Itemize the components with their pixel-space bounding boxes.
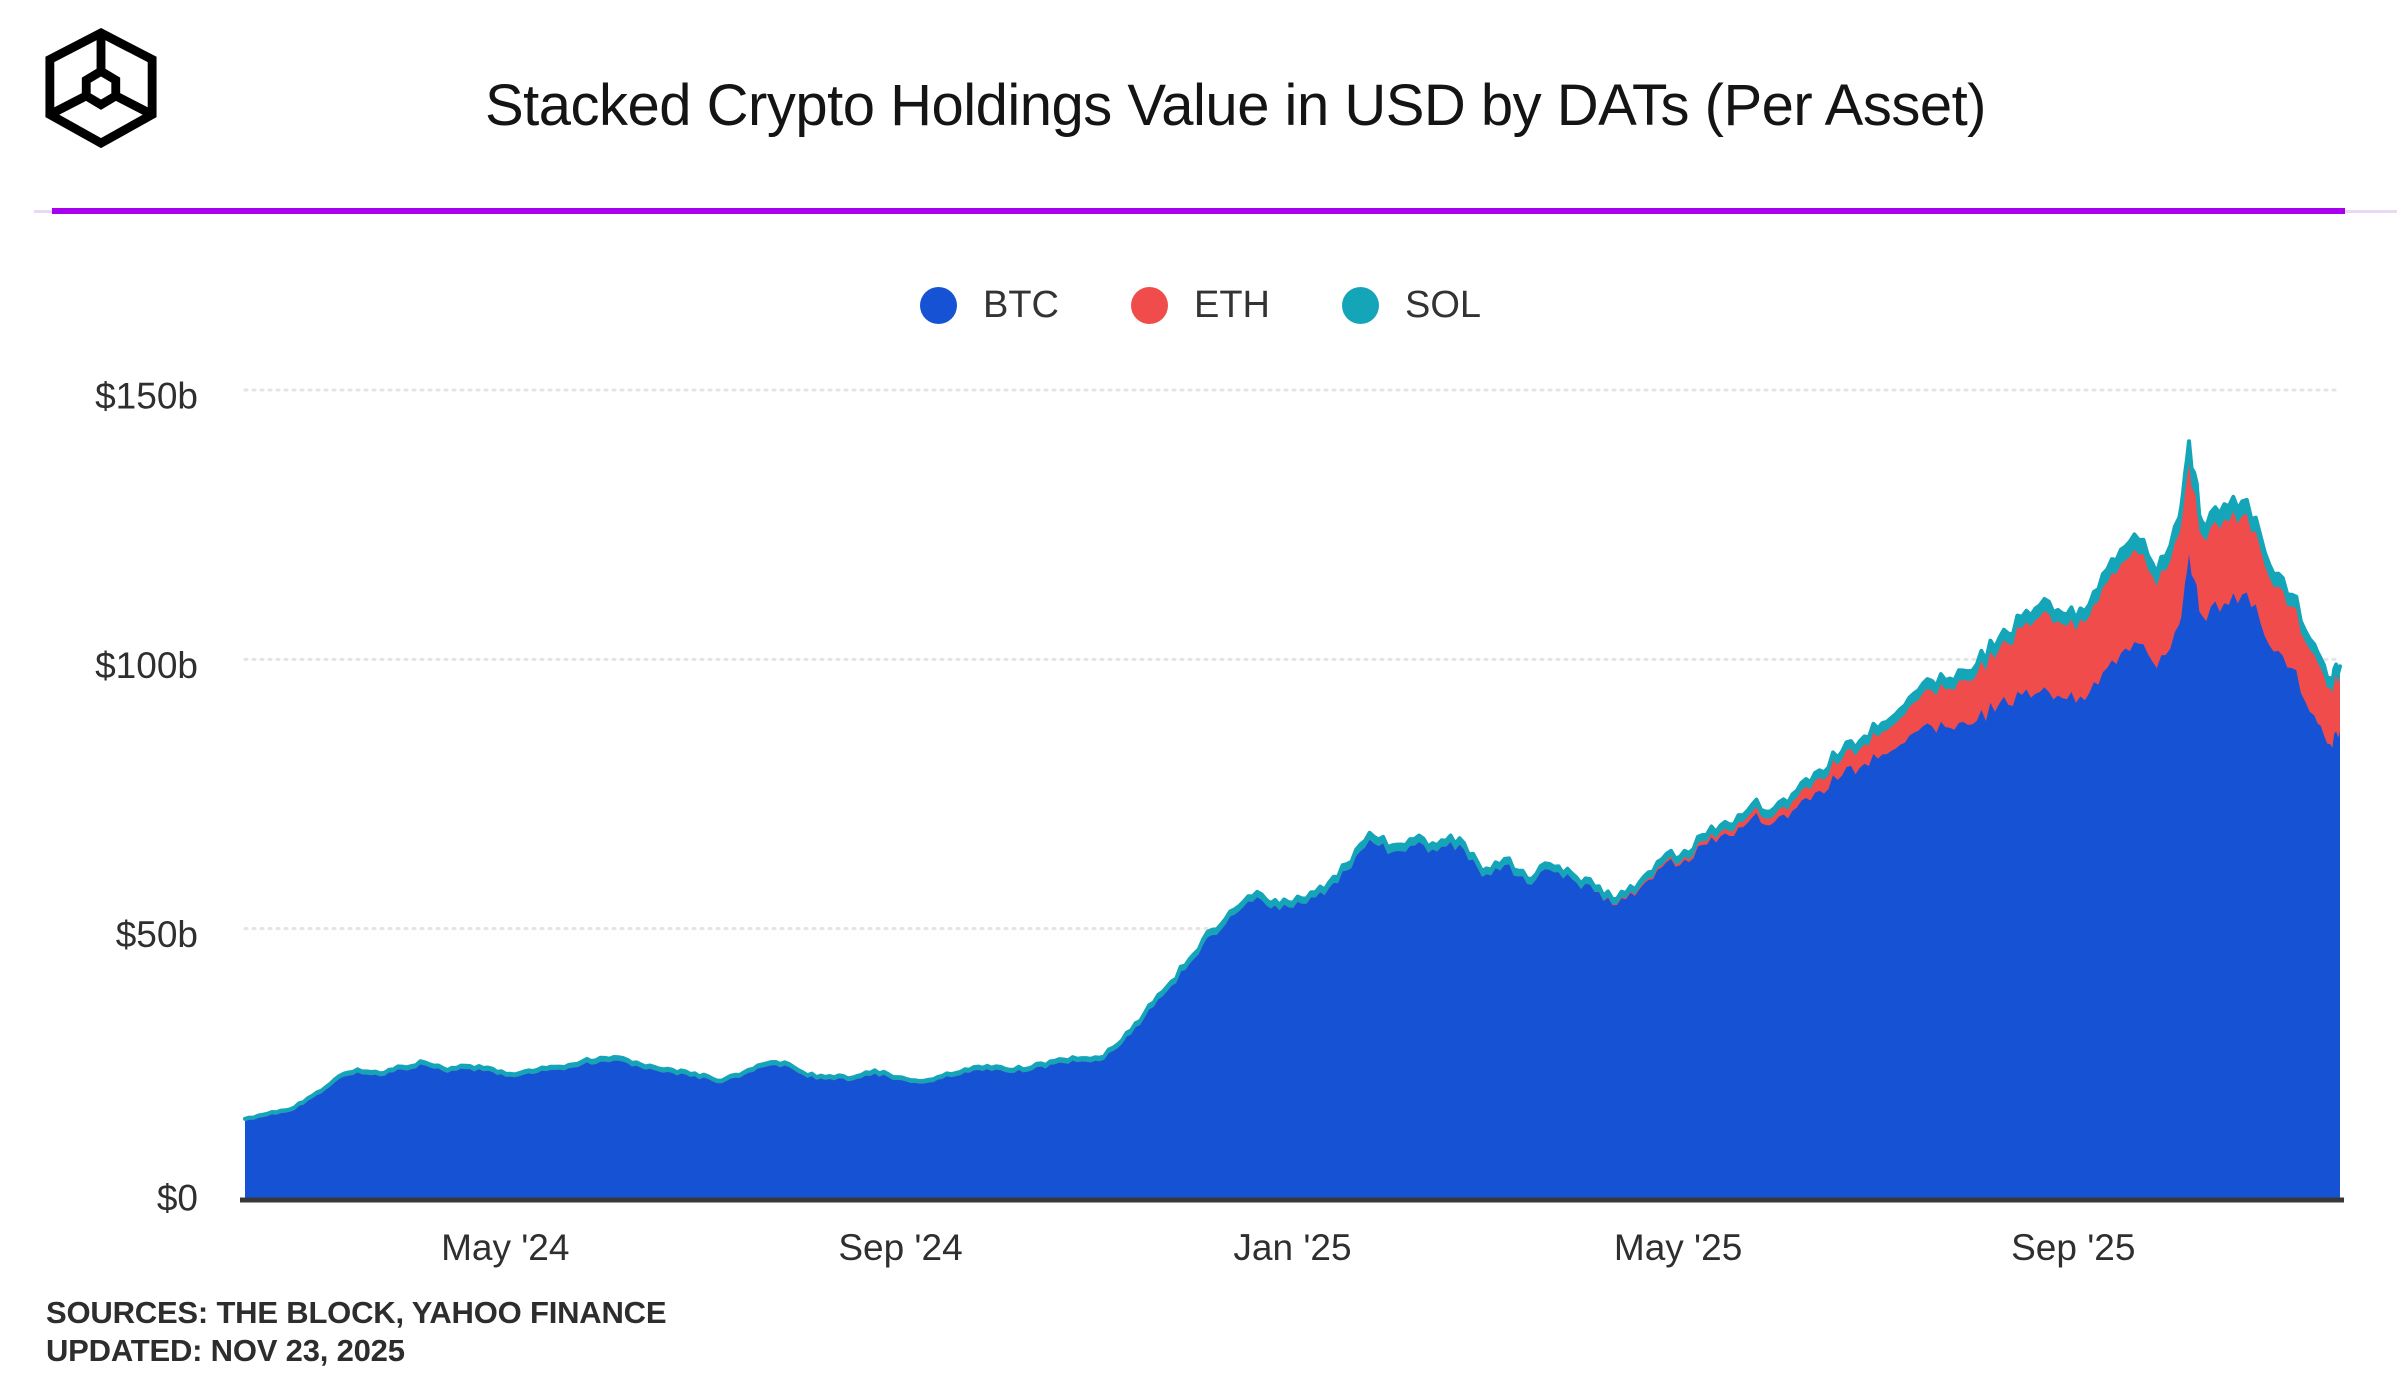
chart-footer: SOURCES: THE BLOCK, YAHOO FINANCE UPDATE… (46, 1294, 667, 1370)
y-axis-tick-label: $100b (95, 645, 198, 686)
y-axis-tick-label: $0 (157, 1178, 198, 1219)
legend-item-sol[interactable]: SOL (1341, 284, 1482, 327)
legend-label-btc: BTC (982, 284, 1059, 326)
logo-cube-outline (45, 27, 157, 149)
updated-note: UPDATED: NOV 23, 2025 (46, 1333, 405, 1368)
x-axis-tick-label: May '24 (441, 1227, 569, 1268)
the-block-logo (45, 27, 157, 149)
x-axis-tick-label: Jan '25 (1233, 1227, 1351, 1268)
legend-dot-btc-icon (919, 287, 957, 324)
legend-label-sol: SOL (1404, 284, 1482, 326)
header-rule (52, 208, 2345, 214)
logo-inner-hexagon (81, 66, 121, 110)
legend-dot-sol-icon (1341, 287, 1379, 324)
y-axis-tick-label: $150b (95, 376, 198, 417)
page-title: Stacked Crypto Holdings Value in USD by … (484, 73, 1987, 138)
x-axis-tick-label: Sep '24 (838, 1227, 962, 1268)
y-axis-tick-label: $50b (116, 914, 198, 955)
total-top-line (243, 439, 2342, 1121)
area-btc (245, 554, 2340, 1198)
x-axis-tick-label: Sep '25 (2011, 1227, 2135, 1268)
logo-connector-left (47, 91, 89, 119)
logo-connector-right (113, 91, 155, 119)
legend-item-btc[interactable]: BTC (919, 284, 1059, 327)
chart-legend: BTC ETH SOL (0, 284, 2401, 327)
legend-label-eth: ETH (1193, 284, 1270, 326)
x-axis-tick-label: May '25 (1614, 1227, 1742, 1268)
sources-note: SOURCES: THE BLOCK, YAHOO FINANCE (46, 1295, 667, 1330)
legend-dot-eth-icon (1130, 287, 1168, 324)
legend-item-eth[interactable]: ETH (1130, 284, 1270, 327)
